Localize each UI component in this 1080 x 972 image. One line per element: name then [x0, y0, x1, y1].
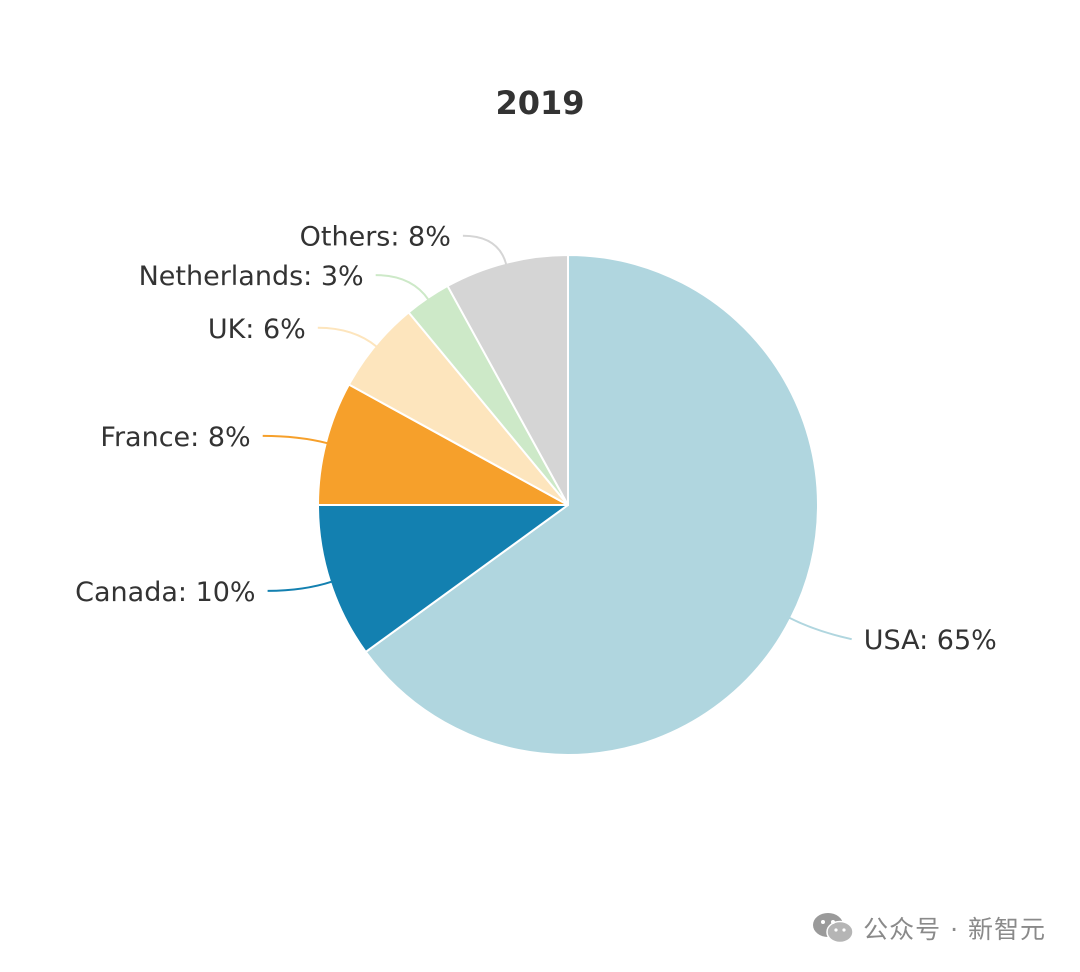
leader-line-usa: [788, 616, 852, 641]
leader-line-canada: [267, 580, 333, 592]
leader-line-uk: [317, 326, 378, 348]
leader-line-netherlands: [375, 274, 430, 301]
slice-label-uk: UK: 6%: [208, 314, 306, 345]
slice-label-france: France: 8%: [100, 422, 250, 453]
slice-labels: USA: 65% Canada: 10% France: 8% UK: 6% Nethe…: [75, 222, 997, 657]
watermark: 公众号 · 新智元: [811, 910, 1046, 946]
chart-title: 2019: [495, 84, 584, 122]
wechat-icon: [813, 913, 854, 944]
pie-slices: [317, 254, 820, 756]
leader-lines: [262, 234, 852, 641]
slice-label-canada: Canada: 10%: [75, 577, 255, 608]
watermark-text: 公众号 · 新智元: [863, 915, 1046, 944]
leader-line-others: [462, 234, 508, 266]
slice-label-usa: USA: 65%: [864, 625, 997, 656]
slice-label-netherlands: Netherlands: 3%: [139, 261, 364, 292]
leader-line-france: [262, 434, 329, 445]
slice-label-others: Others: 8%: [300, 222, 451, 253]
